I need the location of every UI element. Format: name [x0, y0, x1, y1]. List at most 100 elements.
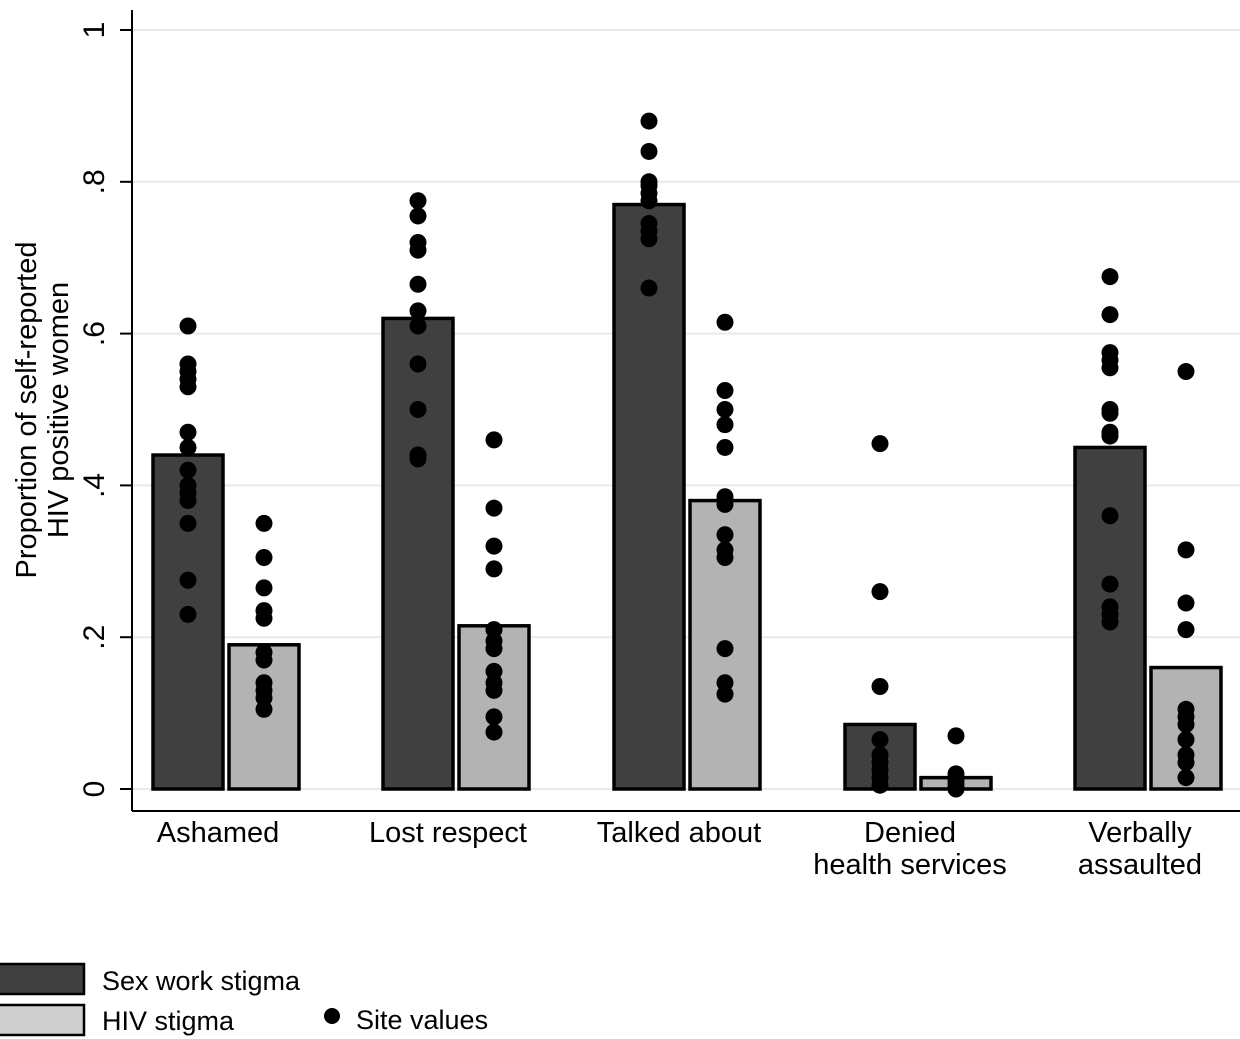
site-value-dot [409, 275, 427, 293]
site-value-dot [485, 708, 503, 726]
site-value-dot [179, 438, 197, 456]
site-value-dot [485, 499, 503, 517]
y-tick-label: .2 [78, 625, 111, 650]
site-value-dot [179, 571, 197, 589]
site-value-dot [179, 317, 197, 335]
site-value-dot [485, 560, 503, 578]
y-axis-title: HIV positive women [43, 282, 75, 538]
site-value-dot [409, 355, 427, 373]
y-axis-title: Proportion of self-reported [11, 242, 43, 579]
bars [151, 202, 1223, 791]
site-value-dot [409, 450, 427, 468]
site-value-dot [409, 401, 427, 418]
grid-lines [132, 29, 1240, 790]
x-category-label: Denied [864, 817, 956, 849]
site-value-dot [485, 537, 503, 555]
site-value-dot [640, 230, 658, 248]
site-value-dot [409, 207, 427, 225]
legend-swatch-sex-work-stigma [0, 962, 86, 996]
site-value-dot [640, 192, 658, 210]
site-value-dot [255, 579, 273, 597]
site-value-dot [871, 435, 889, 453]
site-value-dot [716, 495, 734, 513]
site-value-dot [1177, 715, 1195, 733]
site-value-dot [716, 382, 734, 400]
axes: 0 .2 .4 .6 .8 1 Ashamed Lost respect Talked abou… [78, 10, 1240, 881]
site-value-dot [716, 526, 734, 544]
y-tick-label: 0 [78, 781, 111, 798]
legend-label-site-values: Site values [356, 1005, 488, 1035]
site-value-dot [179, 492, 197, 510]
site-value-dot [640, 142, 658, 160]
site-value-dot [179, 378, 197, 396]
site-value-dot [485, 431, 503, 449]
site-value-dot [1101, 507, 1119, 525]
site-value-dot [1101, 613, 1119, 631]
site-value-dot [179, 423, 197, 441]
site-value-dot [871, 731, 889, 749]
y-axis-label: Proportion of self-reported HIV positive … [11, 242, 75, 579]
site-value-dot [716, 313, 734, 331]
x-category-label: health services [813, 849, 1006, 881]
site-value-dot [255, 514, 273, 532]
legend-swatch-hiv-stigma [0, 1003, 86, 1037]
site-value-dot [1177, 621, 1195, 639]
bar [381, 316, 455, 791]
site-value-dot [871, 583, 889, 601]
y-tick-label: .4 [78, 473, 111, 498]
site-value-dot [255, 651, 273, 669]
site-value-dot [947, 727, 965, 745]
site-value-dot [255, 609, 273, 627]
site-value-dot [1101, 359, 1119, 377]
site-value-dot [871, 776, 889, 794]
site-value-dot [640, 112, 658, 130]
x-category-label: Talked about [597, 817, 761, 849]
site-value-dot [947, 780, 965, 798]
site-value-dot [1177, 594, 1195, 612]
legend-label-hiv-stigma: HIV stigma [102, 1006, 235, 1036]
x-category-label: Verbally [1088, 817, 1192, 849]
site-value-dot [1177, 363, 1195, 381]
y-tick-label: .8 [78, 169, 111, 194]
site-value-dot [255, 700, 273, 718]
legend: Sex work stigma HIV stigma Site values [0, 962, 488, 1037]
y-tick-label: .6 [78, 321, 111, 346]
site-value-dot [1177, 541, 1195, 559]
site-value-dot [485, 681, 503, 699]
site-value-dot [716, 549, 734, 567]
x-category-label: assaulted [1078, 849, 1202, 881]
legend-dot-site-values [324, 1008, 340, 1024]
site-value-dot [409, 241, 427, 259]
site-value-dot [409, 302, 427, 320]
site-value-dot [1101, 268, 1119, 286]
site-value-dot [716, 640, 734, 658]
site-value-dot [1101, 306, 1119, 324]
site-value-dot [716, 438, 734, 456]
site-value-dot [1177, 753, 1195, 771]
site-value-dot [1101, 427, 1119, 445]
site-value-dot [716, 416, 734, 434]
bar [612, 202, 686, 791]
site-value-dot [485, 640, 503, 658]
site-value-dot [409, 317, 427, 335]
site-value-dot [179, 461, 197, 479]
site-value-dot [1177, 731, 1195, 749]
site-value-dot [716, 685, 734, 703]
site-value-dots [179, 112, 1195, 798]
legend-label-sex-work-stigma: Sex work stigma [102, 966, 301, 996]
site-value-dot [871, 678, 889, 696]
x-category-label: Ashamed [157, 817, 280, 849]
site-value-dot [255, 549, 273, 567]
site-value-dot [716, 401, 734, 418]
site-value-dot [179, 514, 197, 532]
site-value-dot [640, 279, 658, 297]
site-value-dot [409, 192, 427, 210]
site-value-dot [485, 723, 503, 741]
x-category-label: Lost respect [369, 817, 527, 849]
site-value-dot [1177, 769, 1195, 787]
site-value-dot [1101, 404, 1119, 422]
site-value-dot [179, 605, 197, 623]
site-value-dot [1101, 575, 1119, 593]
y-tick-label: 1 [78, 22, 111, 39]
